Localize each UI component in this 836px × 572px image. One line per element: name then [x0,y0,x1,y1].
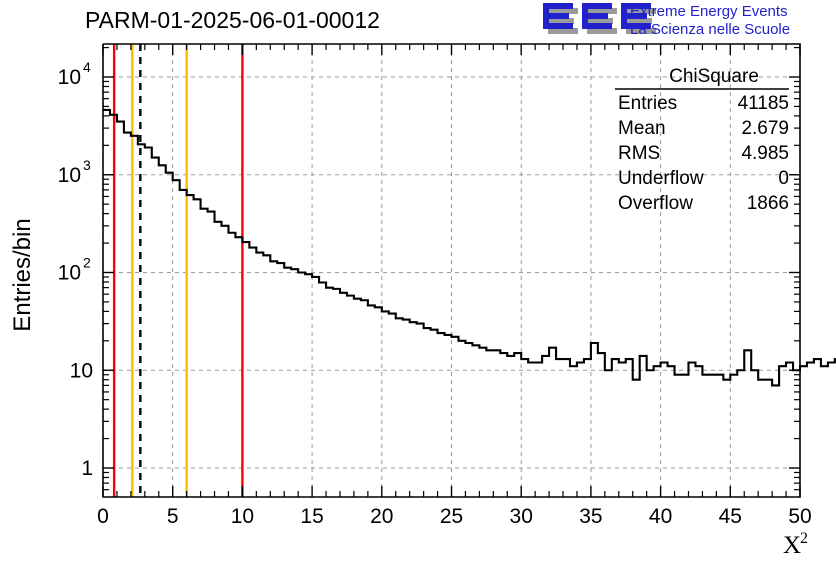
x-tick-label: 0 [97,505,109,528]
x-axis-title: X 2 [783,530,808,559]
y-axis-title: Entries/bin [9,218,36,331]
x-tick-label: 35 [579,505,602,528]
marker-lines [112,44,244,497]
stats-row: RMS 4.985 [618,143,789,164]
stats-row-label: Mean [618,118,666,139]
svg-text:1: 1 [81,457,93,480]
y-tick-label: 1 [81,457,93,480]
stats-row: Mean 2.679 [618,118,789,139]
histogram-curve [103,108,836,387]
x-tick-label: 30 [510,505,533,528]
stats-row-label: Entries [618,93,677,114]
stats-title: ChiSquare [669,66,759,87]
stats-row-value: 2.679 [741,118,789,139]
y-tick-label: 10 2 [58,255,91,285]
axis-frame [102,43,801,498]
stats-box: ChiSquare Entries 41185 Mean 2.679 RMS 4.985 U… [615,66,789,214]
x-tick-labels: 0 5 10 15 20 25 30 35 40 45 50 [97,505,812,528]
eee-logo [543,3,656,34]
logo-line-1: Extreme Energy Events [630,3,788,20]
x-tick-label: 40 [649,505,672,528]
x-tick-label: 45 [719,505,742,528]
svg-text:10: 10 [58,66,81,89]
svg-text:10: 10 [58,164,81,187]
stats-row: Underflow 0 [618,168,789,189]
x-tick-label: 25 [440,505,463,528]
page-title: PARM-01-2025-06-01-00012 [85,7,380,33]
stats-row-label: Overflow [618,193,693,214]
x-tick-label: 20 [370,505,393,528]
svg-text:2: 2 [83,255,91,271]
stats-row-value: 1866 [747,193,789,214]
x-tick-label: 5 [167,505,179,528]
svg-text:10: 10 [58,262,81,285]
x-tick-label: 10 [231,505,254,528]
stats-row-value: 41185 [738,93,789,114]
stats-rows: Entries 41185 Mean 2.679 RMS 4.985 Underflow 0 O… [618,93,789,214]
y-tick-label: 10 [70,359,93,382]
y-tick-label: 10 3 [58,157,91,187]
stats-row: Overflow 1866 [618,193,789,214]
logo-line-2: La Scienza nelle Scuole [630,21,790,38]
svg-text:4: 4 [83,59,91,75]
svg-text:3: 3 [83,157,91,173]
x-tick-label: 50 [788,505,811,528]
stats-row-label: RMS [618,143,660,164]
stats-row-value: 0 [778,168,789,189]
x-axis-title-sup: 2 [800,530,808,547]
x-tick-label: 15 [300,505,323,528]
x-axis-title-text: X [783,532,801,559]
y-tick-label: 10 4 [58,59,91,89]
stats-row: Entries 41185 [618,93,789,114]
stats-row-label: Underflow [618,168,704,189]
grid-lines [103,44,800,497]
stats-row-value: 4.985 [741,143,789,164]
svg-text:10: 10 [70,359,93,382]
